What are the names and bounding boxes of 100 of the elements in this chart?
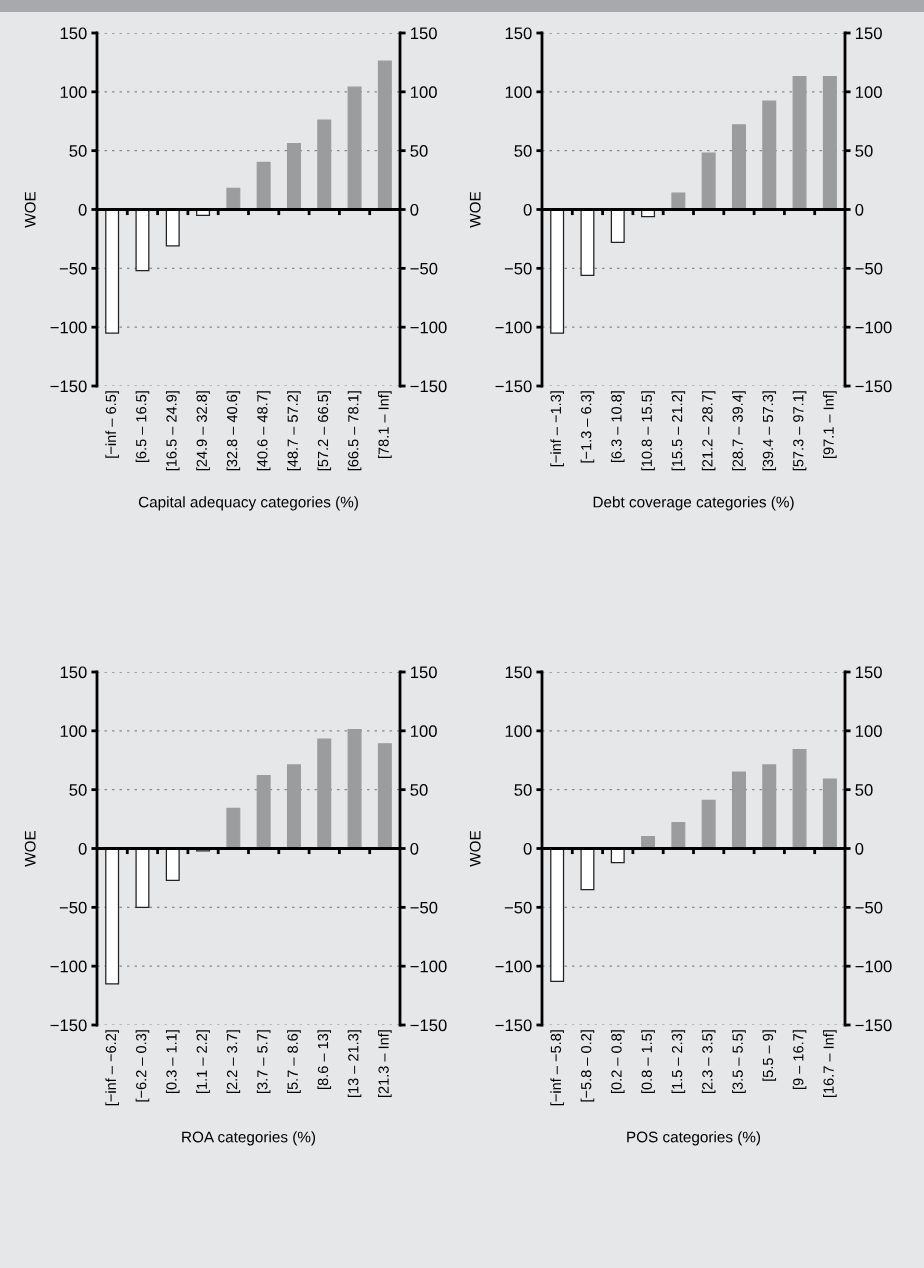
x-tick-label: [21.2 – 28.7] bbox=[701, 391, 716, 471]
x-tick-label: [3.5 – 5.5] bbox=[732, 1030, 746, 1093]
y2-tick-label: −50 bbox=[410, 901, 438, 914]
y2-tick-label: 150 bbox=[410, 27, 437, 40]
y-tick-label: 50 bbox=[514, 145, 532, 157]
x-axis-title: Capital adequacy categories (%) bbox=[138, 496, 358, 511]
y2-tick-label: 0 bbox=[855, 842, 864, 855]
y2-tick-label: 50 bbox=[855, 145, 873, 157]
x-tick-label: [5.7 – 8.6] bbox=[287, 1030, 301, 1093]
x-tick-label: [−inf – 6.5] bbox=[105, 391, 119, 458]
y2-tick-label: −50 bbox=[410, 262, 438, 275]
x-tick-label: [40.6 – 48.7] bbox=[256, 391, 271, 471]
y-tick-label: 50 bbox=[514, 784, 532, 796]
y-tick-label: 100 bbox=[60, 725, 87, 738]
y-tick-label: 150 bbox=[60, 666, 87, 679]
y2-tick-label: 0 bbox=[855, 203, 864, 216]
x-tick-label: [15.5 – 21.2] bbox=[671, 391, 686, 471]
x-tick-label: [3.7 – 5.7] bbox=[256, 1030, 271, 1093]
y-tick-label: 150 bbox=[505, 666, 532, 679]
y-tick-label: −150 bbox=[50, 1019, 87, 1032]
y-tick-label: 100 bbox=[505, 725, 532, 738]
y-tick-label: −100 bbox=[495, 960, 532, 973]
y-tick-label: −50 bbox=[504, 262, 532, 275]
y-axis-title: WOE bbox=[469, 191, 481, 228]
y2-tick-label: 100 bbox=[855, 725, 882, 738]
y2-tick-label: 150 bbox=[855, 27, 882, 40]
x-tick-label: [10.8 – 15.5] bbox=[641, 391, 655, 471]
x-tick-label: [48.7 – 57.2] bbox=[287, 391, 301, 471]
y-tick-label: −100 bbox=[50, 321, 87, 334]
x-tick-label: [16.5 – 24.9] bbox=[165, 391, 180, 471]
y-tick-label: −150 bbox=[50, 380, 87, 393]
x-tick-label: [2.2 – 3.7] bbox=[226, 1030, 241, 1093]
y2-tick-label: 50 bbox=[410, 145, 428, 157]
y-tick-label: 150 bbox=[60, 27, 87, 40]
y2-tick-label: 50 bbox=[855, 784, 873, 796]
x-tick-label: [0.2 – 0.8] bbox=[610, 1030, 625, 1093]
x-tick-label: [−1.3 – 6.3] bbox=[580, 391, 595, 463]
y2-tick-label: −50 bbox=[855, 901, 883, 914]
x-tick-label: [97.1 – Inf] bbox=[823, 391, 837, 459]
x-tick-label: [39.4 – 57.3] bbox=[762, 391, 777, 471]
x-tick-label: [28.7 – 39.4] bbox=[732, 391, 746, 471]
x-axis-title: POS categories (%) bbox=[627, 1131, 761, 1146]
x-tick-label: [−inf – −5.8] bbox=[550, 1030, 564, 1106]
x-axis-title: Debt coverage categories (%) bbox=[593, 496, 794, 511]
y-tick-label: 0 bbox=[78, 842, 87, 855]
y-tick-label: 100 bbox=[60, 86, 87, 99]
y2-tick-label: 0 bbox=[410, 203, 419, 216]
x-tick-label: [0.3 – 1.1] bbox=[165, 1030, 180, 1093]
y2-tick-label: −100 bbox=[855, 321, 892, 334]
y-tick-label: 150 bbox=[505, 27, 532, 40]
x-tick-label: [21.3 – Inf] bbox=[378, 1030, 392, 1098]
x-tick-label: [1.1 – 2.2] bbox=[196, 1030, 210, 1093]
x-tick-label: [−inf – −1.3] bbox=[550, 391, 564, 467]
x-tick-label: [13 – 21.3] bbox=[347, 1030, 362, 1098]
y-tick-label: −50 bbox=[59, 262, 87, 275]
y-tick-label: −100 bbox=[50, 960, 87, 973]
x-tick-label: [1.5 – 2.3] bbox=[671, 1030, 686, 1093]
y-tick-label: −100 bbox=[495, 321, 532, 334]
y2-tick-label: −150 bbox=[410, 1019, 447, 1032]
y-tick-label: 0 bbox=[78, 203, 87, 216]
y2-tick-label: −100 bbox=[410, 321, 447, 334]
y2-tick-label: 100 bbox=[855, 86, 882, 99]
y-tick-label: 0 bbox=[523, 842, 532, 855]
y2-tick-label: −150 bbox=[855, 380, 892, 393]
y2-tick-label: 50 bbox=[410, 784, 428, 796]
y2-tick-label: −150 bbox=[855, 1019, 892, 1032]
y2-tick-label: −50 bbox=[855, 262, 883, 275]
y-tick-label: 50 bbox=[69, 784, 87, 796]
y-axis-title: WOE bbox=[469, 830, 481, 867]
x-tick-label: [5.5 – 9] bbox=[762, 1030, 777, 1081]
y-tick-label: 0 bbox=[523, 203, 532, 216]
y2-tick-label: 100 bbox=[410, 725, 437, 738]
y2-tick-label: −150 bbox=[410, 380, 447, 393]
x-tick-label: [2.3 – 3.5] bbox=[701, 1030, 716, 1093]
y2-tick-label: −100 bbox=[855, 960, 892, 973]
y2-tick-label: 0 bbox=[410, 842, 419, 855]
y2-tick-label: 150 bbox=[410, 666, 437, 679]
y2-tick-label: −100 bbox=[410, 960, 447, 973]
x-tick-label: [6.5 – 16.5] bbox=[135, 391, 150, 463]
y-tick-label: −150 bbox=[495, 1019, 532, 1032]
y2-tick-label: 100 bbox=[410, 86, 437, 99]
x-tick-label: [66.5 – 78.1] bbox=[347, 391, 362, 471]
x-tick-label: [24.9 – 32.8] bbox=[196, 391, 210, 471]
x-tick-label: [8.6 – 13] bbox=[317, 1030, 332, 1089]
y-tick-label: −50 bbox=[504, 901, 532, 914]
y2-tick-label: 150 bbox=[855, 666, 882, 679]
y-tick-label: 100 bbox=[505, 86, 532, 99]
y-tick-label: 50 bbox=[69, 145, 87, 157]
x-tick-label: [9 – 16.7] bbox=[792, 1030, 807, 1089]
x-axis-title: ROA categories (%) bbox=[182, 1131, 316, 1146]
y-axis-title: WOE bbox=[24, 830, 36, 867]
y-tick-label: −50 bbox=[59, 901, 87, 914]
x-tick-label: [32.8 – 40.6] bbox=[226, 391, 241, 471]
x-tick-label: [−5.8 – 0.2] bbox=[580, 1030, 595, 1102]
y-tick-label: −150 bbox=[495, 380, 532, 393]
x-tick-label: [57.2 – 66.5] bbox=[317, 391, 332, 471]
x-tick-label: [−inf – −6.2] bbox=[105, 1030, 119, 1106]
x-tick-label: [16.7 – Inf] bbox=[823, 1030, 837, 1098]
x-tick-label: [0.8 – 1.5] bbox=[641, 1030, 655, 1093]
x-tick-label: [78.1 – Inf] bbox=[378, 391, 392, 459]
